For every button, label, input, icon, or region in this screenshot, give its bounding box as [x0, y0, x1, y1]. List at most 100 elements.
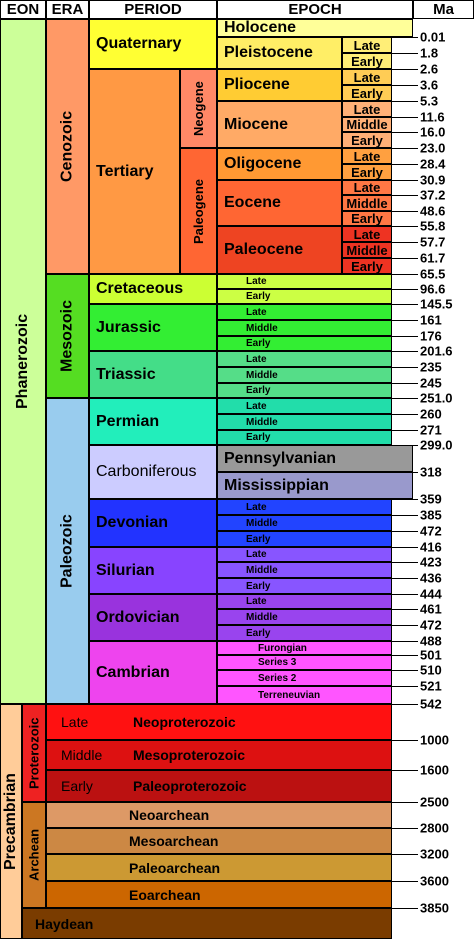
ma-label: 48.6 [420, 203, 446, 219]
subdivision-cell: Late [217, 594, 392, 609]
ma-label: 3850 [420, 900, 449, 916]
ma-tick [392, 164, 418, 165]
ma-label: 472 [420, 523, 442, 539]
ma-label: 65.5 [420, 266, 446, 282]
ma-tick [392, 854, 418, 855]
ma-label: 5.3 [420, 93, 439, 109]
subdivision-cell: Middle [217, 609, 392, 625]
ma-tick [392, 274, 418, 275]
period-cell: Quaternary [89, 19, 217, 69]
ma-tick [392, 531, 418, 532]
ma-label: 57.7 [420, 234, 446, 250]
row-name: Eoarchean [129, 886, 201, 903]
subdivision-cell: Middle [342, 242, 392, 258]
ma-tick [392, 828, 418, 829]
ma-tick [392, 625, 418, 626]
row-name: Neoproterozoic [133, 714, 236, 730]
ma-tick [392, 37, 418, 38]
precambrian-row: Early Paleoproterozoic [46, 770, 392, 802]
ma-tick [392, 211, 418, 212]
ma-tick [392, 609, 418, 610]
ma-tick [392, 226, 418, 227]
period-cell: Carboniferous [89, 445, 217, 499]
ma-label: 3200 [420, 846, 449, 862]
epoch-cell: Holocene [217, 19, 413, 37]
ma-label: 28.4 [420, 156, 446, 172]
ma-tick [392, 802, 418, 803]
ma-tick [392, 336, 418, 337]
period-cell: Neogene [180, 69, 217, 148]
ma-label: 461 [420, 601, 442, 617]
subdivision-cell: Late [342, 37, 392, 53]
ma-tick [392, 367, 418, 368]
ma-tick [392, 398, 418, 399]
ma-tick [392, 148, 418, 149]
precambrian-row: Eoarchean [46, 881, 392, 908]
subdivision-cell: Middle [342, 195, 392, 211]
precambrian-row: Late Neoproterozoic [46, 704, 392, 740]
ma-tick [392, 445, 418, 446]
ma-label: 201.6 [420, 343, 453, 359]
ma-tick [392, 383, 418, 384]
subdivision-cell: Early [342, 85, 392, 101]
period-cell: Paleogene [180, 148, 217, 274]
subdivision-cell: Late [342, 226, 392, 242]
ma-label: 145.5 [420, 296, 453, 312]
ma-tick [392, 594, 418, 595]
subdivision-cell: Middle [217, 320, 392, 336]
epoch-cell: Miocene [217, 101, 342, 148]
header-cell: Ma [413, 0, 474, 19]
ma-tick [392, 515, 418, 516]
ma-label: 3.6 [420, 77, 439, 93]
ma-tick [392, 414, 418, 415]
subdivision-cell: Series 3 [217, 655, 392, 670]
subdivision-cell: Late [217, 499, 392, 515]
ma-label: 2800 [420, 820, 449, 836]
header-cell: PERIOD [89, 0, 217, 19]
subdivision-cell: Late [342, 69, 392, 85]
row-subdivision: Early [61, 778, 93, 794]
ma-label: 2.6 [420, 61, 439, 77]
period-cell: Jurassic [89, 304, 217, 351]
precambrian-row: Paleoarchean [46, 854, 392, 881]
ma-label: 0.01 [420, 29, 446, 45]
subdivision-cell: Late [342, 101, 392, 117]
precambrian-row: Haydean [22, 908, 392, 939]
row-name: Neoarchean [129, 807, 210, 823]
ma-label: 245 [420, 375, 442, 391]
ma-label: 30.9 [420, 172, 446, 188]
precambrian-row: Mesoarchean [46, 828, 392, 854]
header-cell: EON [0, 0, 46, 19]
ma-tick [392, 180, 418, 181]
ma-label: 1.8 [420, 45, 439, 61]
ma-tick [392, 547, 418, 548]
subdivision-cell: Early [217, 625, 392, 641]
subdivision-cell: Middle [217, 515, 392, 531]
header-cell: ERA [46, 0, 89, 19]
ma-label: 1600 [420, 762, 449, 778]
subdivision-cell: Late [217, 547, 392, 562]
period-cell: Tertiary [89, 69, 180, 274]
ma-label: 11.6 [420, 109, 445, 125]
subdivision-cell: Late [342, 180, 392, 195]
ma-tick [392, 770, 418, 771]
subdivision-cell: Middle [217, 367, 392, 383]
epoch-cell: Mississippian [217, 472, 413, 499]
ma-tick [392, 85, 418, 86]
row-name: Mesoproterozoic [133, 747, 246, 763]
ma-tick [392, 499, 418, 500]
subdivision-cell: Middle [217, 562, 392, 578]
subdivision-cell: Early [217, 383, 392, 398]
subdivision-cell: Late [217, 351, 392, 367]
ma-tick [392, 351, 418, 352]
subdivision-cell: Early [342, 258, 392, 274]
subdivision-cell: Furongian [217, 641, 392, 655]
ma-label: 271 [420, 422, 442, 438]
ma-label: 1000 [420, 732, 449, 748]
ma-tick [392, 242, 418, 243]
row-name: Paleoproterozoic [133, 778, 247, 794]
subdivision-cell: Late [217, 304, 392, 320]
ma-label: 444 [420, 586, 442, 602]
ma-label: 488 [420, 633, 442, 649]
period-cell: Ordovician [89, 594, 217, 641]
